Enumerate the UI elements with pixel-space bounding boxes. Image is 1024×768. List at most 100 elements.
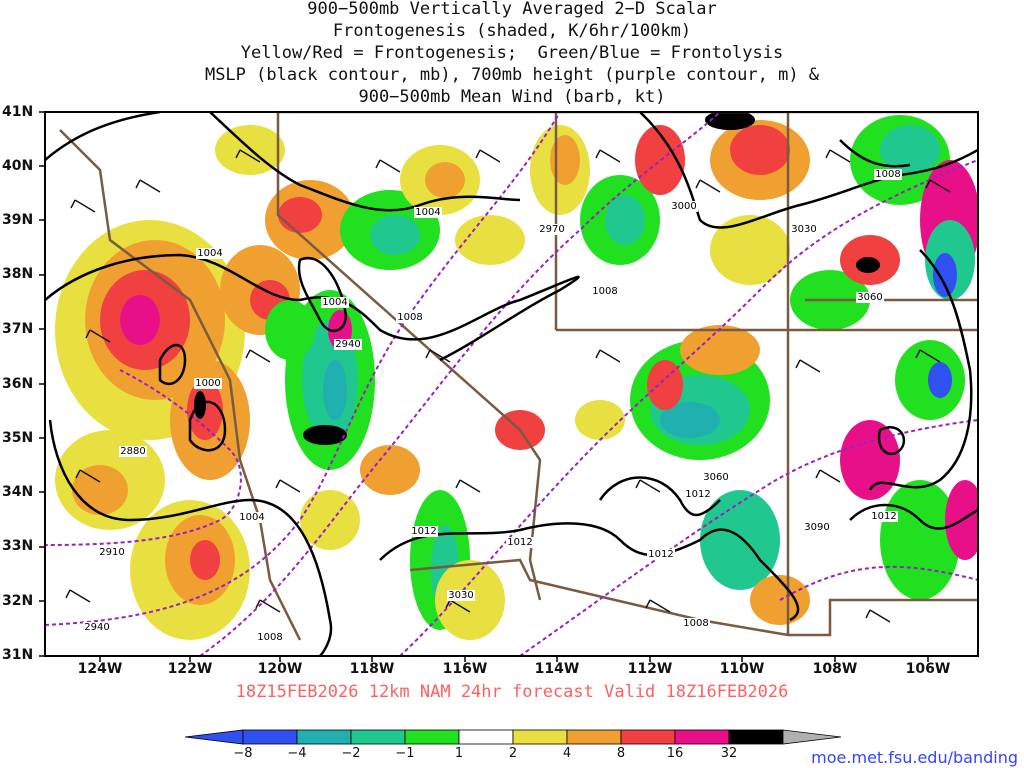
height-contour-labels: 2970 3000 3030 3060 2940 2880 2910 2940 3060 3090…	[83, 201, 884, 633]
lat-label-40n: 40N	[2, 158, 34, 174]
mslp-label-bg	[591, 286, 619, 297]
colorbar-cell	[620, 729, 676, 745]
colorbar-cell	[296, 729, 352, 745]
mslp-label-text: 1008	[875, 169, 900, 180]
mslp-label-bg	[870, 511, 898, 522]
height-label-bg	[98, 547, 126, 558]
colorbar-cell	[728, 729, 784, 745]
colorbar-cell	[674, 729, 730, 745]
lat-label-38n: 38N	[2, 266, 34, 282]
height-label-text: 2910	[99, 547, 124, 558]
lon-label-110w: 110W	[719, 661, 765, 677]
lat-label-34n: 34N	[2, 484, 34, 500]
lon-label-108w: 108W	[812, 661, 858, 677]
mslp-label-text: 1012	[648, 549, 673, 560]
axis-ticks	[39, 111, 929, 662]
mslp-label-text: 1004	[322, 297, 347, 308]
height-label-bg	[702, 472, 730, 483]
height-label-text: 3090	[804, 522, 829, 533]
height-label-text: 3030	[448, 590, 473, 601]
colorbar-cell	[404, 729, 460, 745]
title-line-1: 900−500mb Vertically Averaged 2−D Scalar	[307, 0, 717, 19]
colorbar-tick-label: 16	[666, 746, 684, 761]
mslp-label-bg	[682, 618, 710, 629]
mslp-label-text: 1004	[197, 248, 222, 259]
height-label-bg	[790, 224, 818, 235]
mslp-label-bg	[506, 537, 534, 548]
mslp-label-text: 1000	[195, 378, 220, 389]
mslp-label-text: 1008	[592, 286, 617, 297]
mslp-label-bg	[414, 207, 442, 218]
lon-label-106w: 106W	[905, 661, 951, 677]
height-label-bg	[670, 201, 698, 212]
mslp-label-text: 1004	[415, 207, 440, 218]
colorbar-cell	[512, 729, 568, 745]
colorbar-tick-label: 8	[616, 746, 626, 761]
mslp-label-bg	[321, 297, 349, 308]
lat-label-32n: 32N	[2, 593, 34, 609]
lon-label-114w: 114W	[534, 661, 580, 677]
height-label-bg	[538, 224, 566, 235]
mslp-contours	[45, 112, 978, 656]
mslp-label-text: 1012	[685, 489, 710, 500]
colorbar-tick-label: 32	[720, 746, 738, 761]
lon-label-120w: 120W	[257, 661, 303, 677]
mslp-label-bg	[410, 526, 438, 537]
height-label-text: 3000	[671, 201, 696, 212]
height-label-text: 3060	[857, 292, 882, 303]
title-line-2: Frontogenesis (shaded, K/6hr/100km)	[332, 21, 692, 41]
height-label-text: 2940	[335, 339, 360, 350]
colorbar-cell	[350, 729, 406, 745]
height-label-bg	[856, 292, 884, 303]
mslp-label-bg	[194, 378, 222, 389]
colorbar-tick-label: 4	[562, 746, 572, 761]
mslp-label-bg	[874, 169, 902, 180]
lon-label-124w: 124W	[77, 661, 123, 677]
mslp-label-bg	[396, 312, 424, 323]
height-label-bg	[803, 522, 831, 533]
mslp-label-text: 1012	[871, 511, 896, 522]
mslp-label-bg	[238, 512, 266, 523]
colorbar-cell	[566, 729, 622, 745]
lat-label-37n: 37N	[2, 321, 34, 337]
lat-label-33n: 33N	[2, 538, 34, 554]
colorbar-high-arrow	[782, 729, 842, 745]
height-label-text: 3030	[791, 224, 816, 235]
colorbar-tick-label: 1	[454, 746, 464, 761]
mslp-label-bg	[647, 549, 675, 560]
colorbar-cell	[458, 729, 514, 745]
colorbar-tick-label: 2	[508, 746, 518, 761]
title-line-5: 900−500mb Mean Wind (barb, kt)	[358, 87, 666, 107]
height-label-bg	[119, 446, 147, 457]
lon-label-122w: 122W	[167, 661, 213, 677]
lat-label-41n: 41N	[2, 104, 34, 120]
title-line-4: MSLP (black contour, mb), 700mb height (…	[204, 65, 820, 85]
mslp-label-text: 1008	[397, 312, 422, 323]
mslp-label-bg	[256, 632, 284, 643]
lat-label-39n: 39N	[2, 212, 34, 228]
mslp-label-text: 1008	[257, 632, 282, 643]
wind-barbs	[65, 149, 951, 623]
forecast-valid-time: 18Z15FEB2026 12km NAM 24hr forecast Vali…	[235, 682, 789, 702]
height-label-text: 2970	[539, 224, 564, 235]
colorbar-tick-label: −2	[341, 746, 361, 761]
height-label-bg	[334, 339, 362, 350]
height-contours	[45, 112, 978, 656]
lon-label-112w: 112W	[627, 661, 673, 677]
lon-label-118w: 118W	[349, 661, 395, 677]
title-line-3: Yellow/Red = Frontogenesis; Green/Blue =…	[240, 43, 784, 63]
colorbar-cell	[242, 729, 298, 745]
mslp-contour-labels: 1004 1004 1004 1008 1000 1004 1008 1012 1012 1008…	[194, 169, 902, 643]
mslp-label-bg	[196, 248, 224, 259]
height-label-bg	[447, 590, 475, 601]
lat-label-36n: 36N	[2, 376, 34, 392]
mslp-label-text: 1012	[411, 526, 436, 537]
height-label-text: 2880	[120, 446, 145, 457]
height-label-bg	[83, 622, 111, 633]
lat-label-35n: 35N	[2, 430, 34, 446]
colorbar-low-arrow	[184, 729, 244, 745]
colorbar-tick-label: −1	[395, 746, 415, 761]
credit-link[interactable]: moe.met.fsu.edu/banding	[811, 748, 1018, 767]
lat-label-31n: 31N	[2, 647, 34, 663]
